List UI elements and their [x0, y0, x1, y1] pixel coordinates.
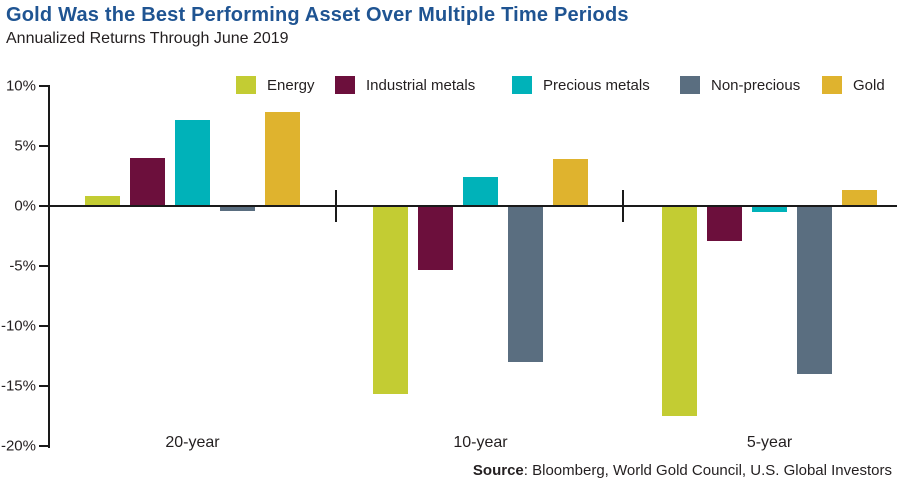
- group-divider: [335, 190, 337, 222]
- bar-industrial-metals-10-year: [418, 206, 453, 270]
- bar-gold-10-year: [553, 159, 588, 206]
- legend-swatch-icon: [335, 76, 355, 94]
- bar-non-precious-20-year: [220, 206, 255, 211]
- source-text: : Bloomberg, World Gold Council, U.S. Gl…: [523, 462, 892, 479]
- bar-precious-metals-5-year: [752, 206, 787, 212]
- legend-swatch-icon: [512, 76, 532, 94]
- bar-precious-metals-20-year: [175, 119, 210, 206]
- legend-label: Industrial metals: [366, 76, 476, 94]
- y-axis-line: [48, 85, 50, 448]
- legend-item-industrial-metals: Industrial metals: [335, 76, 475, 94]
- chart-subtitle: Annualized Returns Through June 2019: [6, 30, 289, 47]
- legend-item-gold: Gold: [822, 76, 885, 94]
- y-axis-tick: [39, 385, 48, 387]
- y-axis-tick: [39, 325, 48, 327]
- bar-non-precious-5-year: [797, 206, 832, 374]
- legend-item-non-precious: Non-precious: [680, 76, 800, 94]
- legend-item-energy: Energy: [236, 76, 315, 94]
- bar-non-precious-10-year: [508, 206, 543, 362]
- legend-label: Non-precious: [711, 76, 801, 94]
- bar-industrial-metals-20-year: [130, 158, 165, 206]
- y-axis-tick-label: -15%: [0, 377, 36, 395]
- y-axis-tick-label: 5%: [14, 137, 36, 155]
- bar-energy-5-year: [662, 206, 697, 416]
- chart-title: Gold Was the Best Performing Asset Over …: [6, 4, 629, 26]
- y-axis-tick-label: 0%: [14, 197, 36, 215]
- bar-gold-20-year: [265, 112, 300, 206]
- legend-item-precious-metals: Precious metals: [512, 76, 650, 94]
- x-axis-label-5-year: 5-year: [746, 434, 793, 451]
- bar-energy-20-year: [85, 196, 120, 206]
- legend-label: Gold: [853, 76, 885, 94]
- source-label: Source: [472, 462, 524, 479]
- y-axis-tick: [39, 145, 48, 147]
- y-axis-tick: [39, 85, 48, 87]
- source-line: Source: Bloomberg, World Gold Council, U…: [473, 462, 892, 479]
- zero-baseline: [48, 205, 897, 207]
- y-axis-tick: [39, 265, 48, 267]
- x-axis-label-20-year: 20-year: [165, 434, 220, 451]
- y-axis-tick: [39, 445, 48, 447]
- legend-label: Energy: [267, 76, 315, 94]
- bar-industrial-metals-5-year: [707, 206, 742, 241]
- y-axis-tick-label: -20%: [0, 437, 36, 455]
- y-axis-tick-label: -5%: [9, 257, 36, 275]
- bar-gold-5-year: [842, 190, 877, 206]
- bar-energy-10-year: [373, 206, 408, 395]
- x-axis-label-10-year: 10-year: [453, 434, 508, 451]
- y-axis-tick-label: -10%: [0, 317, 36, 335]
- y-axis-tick-label: 10%: [5, 77, 36, 95]
- legend-label: Precious metals: [543, 76, 650, 94]
- group-divider: [622, 190, 624, 222]
- y-axis-tick: [39, 205, 48, 207]
- legend-swatch-icon: [236, 76, 256, 94]
- legend-swatch-icon: [822, 76, 842, 94]
- bar-precious-metals-10-year: [463, 177, 498, 206]
- legend-swatch-icon: [680, 76, 700, 94]
